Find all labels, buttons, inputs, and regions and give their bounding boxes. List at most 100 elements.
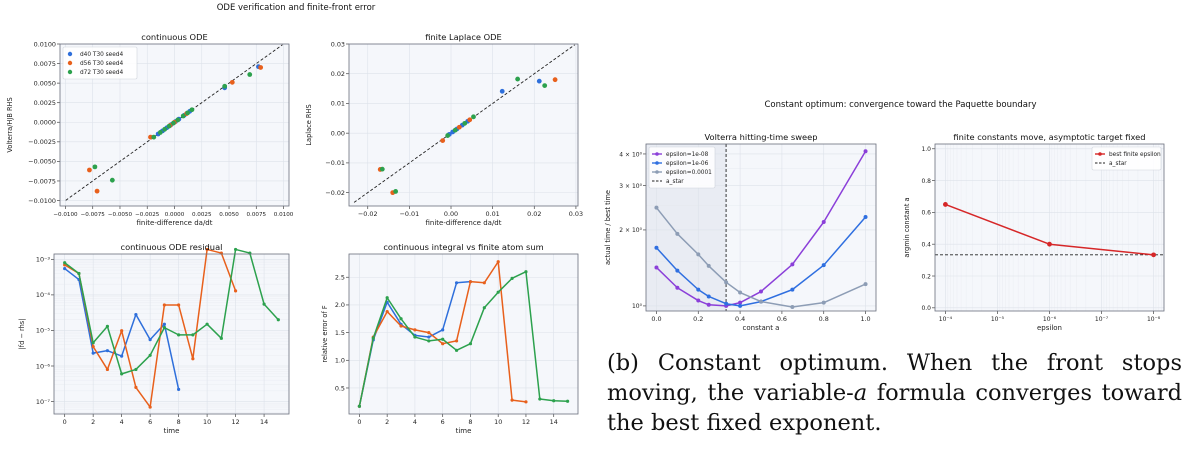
x-tick-label: −0.0025 xyxy=(135,212,160,218)
data-point xyxy=(454,281,459,285)
data-point xyxy=(63,266,67,271)
data-point xyxy=(482,281,486,285)
y-axis-label: Volterra/HJB RHS xyxy=(6,97,14,152)
data-point xyxy=(496,290,500,294)
x-axis-label: time xyxy=(164,427,180,435)
scatter-point xyxy=(445,133,451,138)
scatter-point xyxy=(109,177,115,183)
x-tick-label: 2 xyxy=(385,418,389,426)
scatter-point xyxy=(185,110,190,116)
data-point xyxy=(91,345,95,349)
legend-label: d72 T30 seed4 xyxy=(80,70,123,76)
data-point xyxy=(148,353,152,357)
y-axis-label: actual time / best time xyxy=(604,190,612,265)
x-tick-label: 0.8 xyxy=(819,315,829,323)
data-point xyxy=(205,247,209,252)
data-point xyxy=(399,317,403,321)
chart-finite-constants: 10⁻⁴ 10⁻⁵ 10⁻⁶ 10⁻⁷ 10⁻⁸ 0.0 0.2 0.4 0.6 0.8 1.0 fi… xyxy=(903,132,1165,332)
scatter-point xyxy=(151,134,157,140)
x-tick-label: 1.0 xyxy=(860,315,870,323)
scatter-point xyxy=(515,76,521,82)
scatter-point xyxy=(222,83,228,89)
y-tick-label: 10⁰ xyxy=(632,303,643,310)
y-tick-label: 0.8 xyxy=(921,178,931,185)
data-point xyxy=(468,342,473,346)
legend-label: epsilon=0.0001 xyxy=(666,170,712,176)
x-tick-label: 0.0075 xyxy=(246,212,266,218)
data-point xyxy=(706,294,711,299)
series-line xyxy=(64,248,279,375)
scatter-point xyxy=(467,117,473,123)
data-point xyxy=(427,339,431,343)
y-axis-label: Laplace RHS xyxy=(305,104,313,145)
data-point xyxy=(696,252,701,257)
data-point xyxy=(454,348,459,352)
chart-title: finite Laplace ODE xyxy=(425,32,502,42)
y-tick-label: 10⁻⁷ xyxy=(36,398,51,406)
plot-border xyxy=(59,43,290,207)
data-point xyxy=(357,404,362,408)
data-point xyxy=(654,245,659,250)
scatter-point xyxy=(462,120,468,126)
x-axis-label: finite-difference da/dt xyxy=(425,219,501,227)
data-point xyxy=(790,305,795,310)
legend-marker xyxy=(1098,152,1102,156)
x-axis-label: constant a xyxy=(743,324,780,332)
data-point xyxy=(1047,241,1052,247)
scatter-point xyxy=(499,88,505,94)
y-axis-label: relative error of F xyxy=(321,305,329,362)
x-axis-label: finite-difference da/dt xyxy=(136,219,212,227)
scatter-point xyxy=(166,123,172,129)
x-tick-label: 0.02 xyxy=(527,210,541,218)
data-point xyxy=(233,289,238,293)
scatter-point xyxy=(162,126,168,132)
plot-border xyxy=(348,253,579,415)
y-tick-label: 2.0 xyxy=(335,301,345,309)
data-point xyxy=(385,309,389,314)
data-point xyxy=(552,399,556,403)
data-point xyxy=(675,231,680,236)
data-point xyxy=(191,357,195,361)
y-tick-label: −0.0025 xyxy=(28,138,56,146)
x-tick-label: −0.0075 xyxy=(81,212,106,218)
data-point xyxy=(482,306,486,310)
x-tick-label: −0.0100 xyxy=(53,212,78,218)
legend-label: d56 T30 seed4 xyxy=(80,61,123,67)
data-point xyxy=(77,271,81,276)
y-tick-label: 0.0000 xyxy=(34,119,56,127)
data-point xyxy=(654,205,659,210)
scatter-point xyxy=(393,189,399,194)
y-tick-label: 1.0 xyxy=(921,146,931,153)
data-point xyxy=(821,220,826,225)
data-point xyxy=(91,341,95,345)
legend-marker xyxy=(67,69,73,75)
y-tick-label: 0.6 xyxy=(921,210,931,217)
data-point xyxy=(724,280,729,285)
data-point xyxy=(134,312,138,317)
chart-title: continuous ODE residual xyxy=(121,242,223,252)
scatter-point xyxy=(440,138,446,144)
legend-label: d40 T30 seed4 xyxy=(80,52,123,58)
y-axis-label: |fd − rhs| xyxy=(18,319,26,350)
y-tick-label: 0.03 xyxy=(331,40,345,48)
data-point xyxy=(696,298,701,303)
chart-volterra-sweep: 0.0 0.2 0.4 0.6 0.8 1.0 10⁰ 2 × 10⁰ 3 × 10⁰ 4 × 1… xyxy=(604,132,877,332)
data-point xyxy=(427,331,431,335)
data-point xyxy=(385,296,389,300)
y-tick-label: −0.02 xyxy=(325,189,345,197)
scatter-point xyxy=(456,124,462,130)
legend-marker xyxy=(655,170,659,174)
x-tick-label: 0.00 xyxy=(444,210,458,218)
data-point xyxy=(177,303,181,307)
y-axis-label: argmin constant a xyxy=(903,197,911,257)
x-tick-label: 10 xyxy=(203,418,211,426)
y-tick-label: 0.0 xyxy=(921,305,931,312)
caption-label: (b) xyxy=(607,350,639,376)
caption-text-after: formula converges toward the best fixed … xyxy=(607,380,1182,436)
x-tick-label: 6 xyxy=(441,418,445,426)
scatter-point xyxy=(258,65,264,70)
data-point xyxy=(63,261,67,265)
x-tick-label: 0.0000 xyxy=(165,212,185,218)
y-tick-label: −0.0050 xyxy=(28,158,56,166)
data-point xyxy=(120,354,124,358)
